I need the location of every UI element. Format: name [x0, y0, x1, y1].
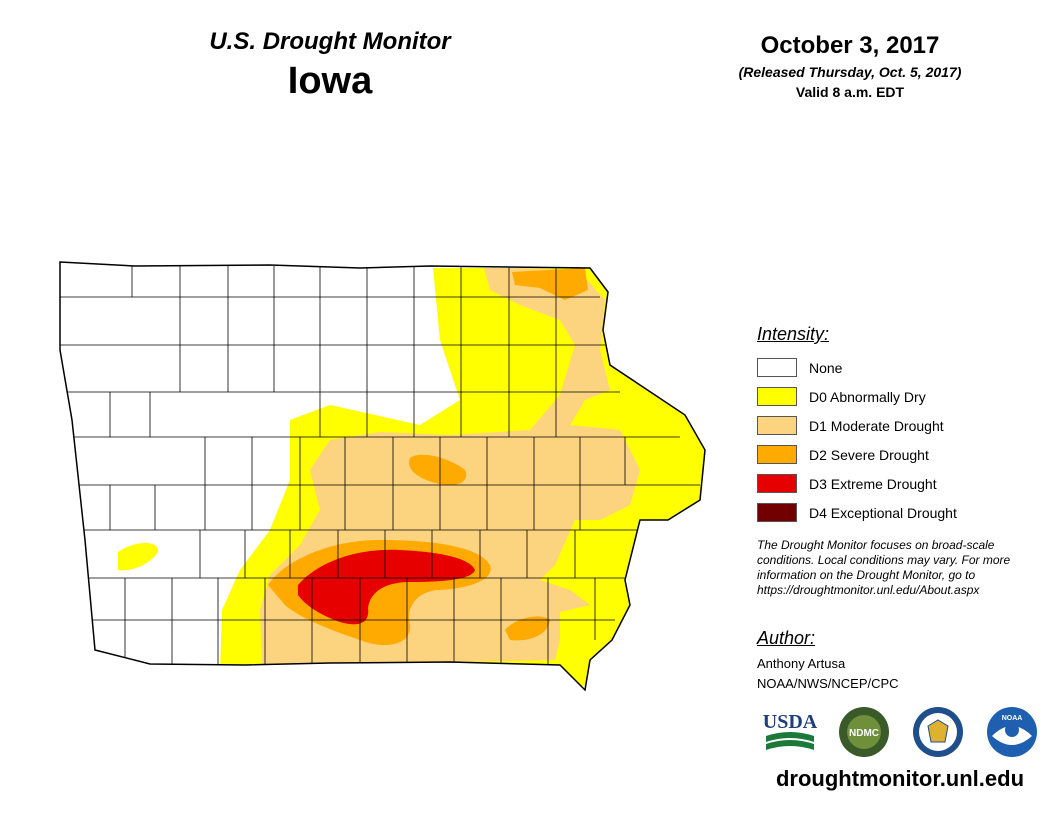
author-org: NOAA/NWS/NCEP/CPC [757, 676, 899, 691]
legend-label: D2 Severe Drought [809, 446, 929, 463]
state-name: Iowa [287, 60, 373, 102]
legend-label: D0 Abnormally Dry [809, 388, 926, 405]
legend-swatch [757, 474, 797, 493]
disclaimer-text: The Drought Monitor focuses on broad-sca… [757, 538, 1011, 597]
legend-item-d2: D2 Severe Drought [757, 440, 1047, 469]
svg-text:USDA: USDA [763, 711, 818, 733]
commerce-seal-logo [913, 707, 963, 757]
legend-item-d0: D0 Abnormally Dry [757, 382, 1047, 411]
legend-item-none: None [757, 353, 1047, 382]
d0-sw-patch [118, 543, 159, 571]
legend-label: None [809, 359, 843, 376]
legend-label: D3 Extreme Drought [809, 475, 937, 492]
header-left: U.S. Drought Monitor Iowa [130, 28, 530, 103]
legend-swatch [757, 503, 797, 522]
legend-item-d3: D3 Extreme Drought [757, 469, 1047, 498]
d3-region [298, 549, 475, 625]
ndmc-logo: NDMC [839, 707, 889, 757]
d2-north [512, 268, 588, 300]
state-border [59, 261, 706, 692]
usda-logo: USDA [763, 711, 818, 750]
legend-item-d4: D4 Exceptional Drought [757, 498, 1047, 527]
svg-text:NDMC: NDMC [849, 728, 879, 739]
valid-time: Valid 8 a.m. EDT [795, 84, 905, 100]
county-lines [60, 266, 700, 664]
legend-heading: Intensity: [757, 324, 830, 344]
iowa-drought-map [59, 261, 706, 692]
legend-swatch [757, 387, 797, 406]
legend-swatch [757, 358, 797, 377]
legend-label: D1 Moderate Drought [809, 417, 944, 434]
author-name: Anthony Artusa [757, 656, 846, 671]
map-date: October 3, 2017 [760, 32, 940, 59]
legend-swatch [757, 416, 797, 435]
legend-label: D4 Exceptional Drought [809, 504, 957, 521]
d2-southeast [505, 616, 550, 641]
release-date: (Released Thursday, Oct. 5, 2017) [738, 64, 962, 80]
svg-text:NOAA: NOAA [1002, 715, 1023, 722]
partner-logos: USDA NDMC NOAA [762, 706, 1052, 762]
legend-item-d1: D1 Moderate Drought [757, 411, 1047, 440]
legend-swatch [757, 445, 797, 464]
d2-central [409, 454, 467, 486]
noaa-logo: NOAA [987, 707, 1037, 757]
website-url: droughtmonitor.unl.edu [775, 766, 1025, 791]
author-heading: Author: [757, 628, 816, 648]
product-title: U.S. Drought Monitor [209, 28, 451, 55]
header-right: October 3, 2017 (Released Thursday, Oct.… [700, 32, 1000, 100]
legend: Intensity: None D0 Abnormally Dry D1 Mod… [757, 324, 1047, 527]
